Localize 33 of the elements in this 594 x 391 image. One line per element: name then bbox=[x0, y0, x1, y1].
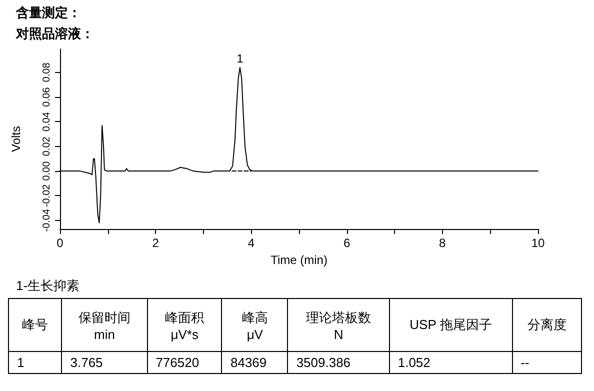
text: 理论塔板数 N bbox=[288, 298, 390, 352]
text: 峰面积 μV*s bbox=[147, 298, 222, 352]
chart-subtitle: 对照品溶液： bbox=[16, 25, 94, 43]
text: 84369 bbox=[222, 352, 288, 374]
y-axis-title: Volts bbox=[9, 126, 23, 152]
text: 峰号 bbox=[8, 298, 62, 352]
text: 1.052 bbox=[389, 352, 512, 374]
text: 分离度 bbox=[512, 298, 582, 352]
text: 1 bbox=[8, 352, 62, 374]
x-axis-title: Time (min) bbox=[270, 252, 328, 267]
text: 3.765 bbox=[62, 352, 148, 374]
y-tick-label: 0.08 bbox=[42, 62, 52, 82]
text: 峰高 μV bbox=[222, 298, 288, 352]
x-tick-label: 6 bbox=[343, 236, 350, 250]
text: 776520 bbox=[147, 352, 222, 374]
x-tick-label: 10 bbox=[531, 236, 545, 250]
text: 保留时间 min bbox=[62, 298, 148, 352]
x-tick-label: 2 bbox=[152, 236, 160, 250]
y-tick-label: -0.04 bbox=[42, 208, 52, 232]
x-tick-label: 8 bbox=[439, 236, 446, 250]
y-tick-label: 0.00 bbox=[42, 160, 52, 181]
y-tick-label: 0.06 bbox=[42, 86, 52, 107]
text: 3509.386 bbox=[288, 352, 390, 374]
text: -- bbox=[512, 352, 582, 374]
x-tick-label: 4 bbox=[248, 236, 255, 250]
text: USP 拖尾因子 bbox=[389, 298, 512, 352]
y-tick-label: -0.02 bbox=[42, 184, 52, 208]
chart-title: 含量测定： bbox=[16, 4, 81, 22]
text: 1-生长抑素 bbox=[16, 277, 80, 295]
y-tick-label: 0.02 bbox=[42, 136, 52, 156]
x-tick-label: 0 bbox=[56, 236, 64, 250]
annotation: 1 bbox=[236, 51, 244, 66]
y-tick-label: 0.04 bbox=[42, 112, 52, 132]
